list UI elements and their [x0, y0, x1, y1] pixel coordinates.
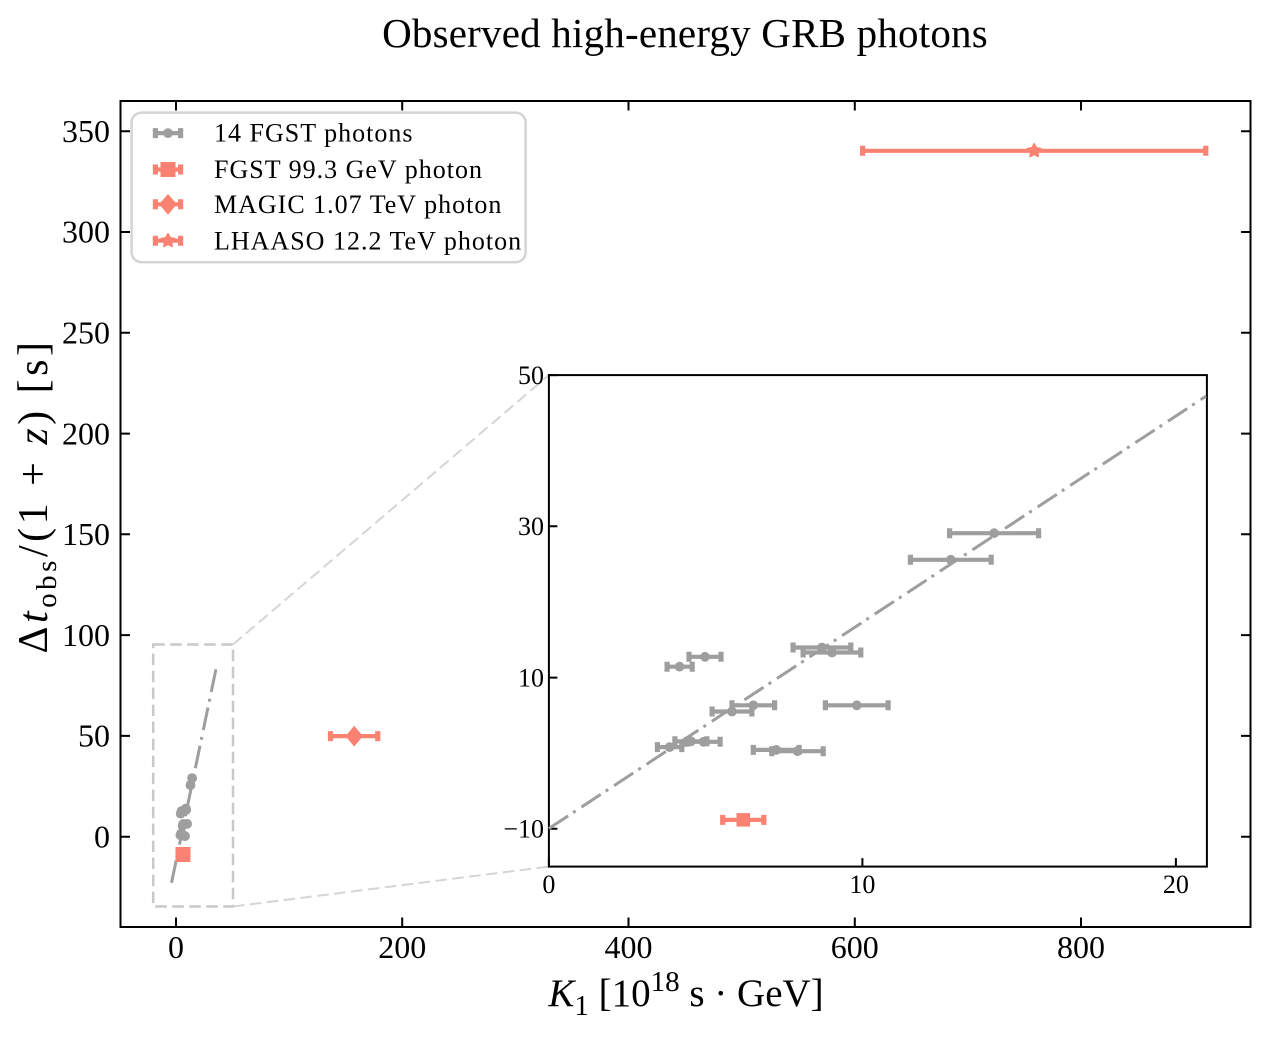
- svg-text:−10: −10: [503, 815, 544, 844]
- svg-text:200: 200: [62, 415, 110, 451]
- svg-text:10: 10: [849, 870, 875, 899]
- svg-text:FGST 99.3 GeV photon: FGST 99.3 GeV photon: [214, 155, 483, 184]
- svg-text:LHAASO 12.2 TeV photon: LHAASO 12.2 TeV photon: [214, 226, 522, 255]
- svg-text:0: 0: [94, 818, 110, 854]
- svg-text:Observed high-energy GRB photo: Observed high-energy GRB photons: [382, 10, 988, 56]
- svg-text:150: 150: [62, 516, 110, 552]
- svg-text:50: 50: [78, 718, 110, 754]
- svg-text:14 FGST photons: 14 FGST photons: [214, 119, 413, 148]
- svg-text:350: 350: [62, 113, 110, 149]
- svg-text:300: 300: [62, 214, 110, 250]
- svg-text:30: 30: [518, 512, 544, 541]
- svg-text:10: 10: [518, 663, 544, 692]
- svg-text:250: 250: [62, 315, 110, 351]
- svg-text:800: 800: [1057, 929, 1105, 965]
- svg-text:MAGIC 1.07 TeV photon: MAGIC 1.07 TeV photon: [214, 190, 502, 219]
- svg-text:0: 0: [542, 870, 555, 899]
- svg-text:20: 20: [1163, 870, 1189, 899]
- svg-text:100: 100: [62, 617, 110, 653]
- svg-text:400: 400: [605, 929, 653, 965]
- svg-text:600: 600: [831, 929, 879, 965]
- svg-text:50: 50: [518, 361, 544, 390]
- svg-text:200: 200: [378, 929, 426, 965]
- svg-text:0: 0: [168, 929, 184, 965]
- svg-text:K1 [1018 s · GeV]: K1 [1018 s · GeV]: [547, 966, 823, 1022]
